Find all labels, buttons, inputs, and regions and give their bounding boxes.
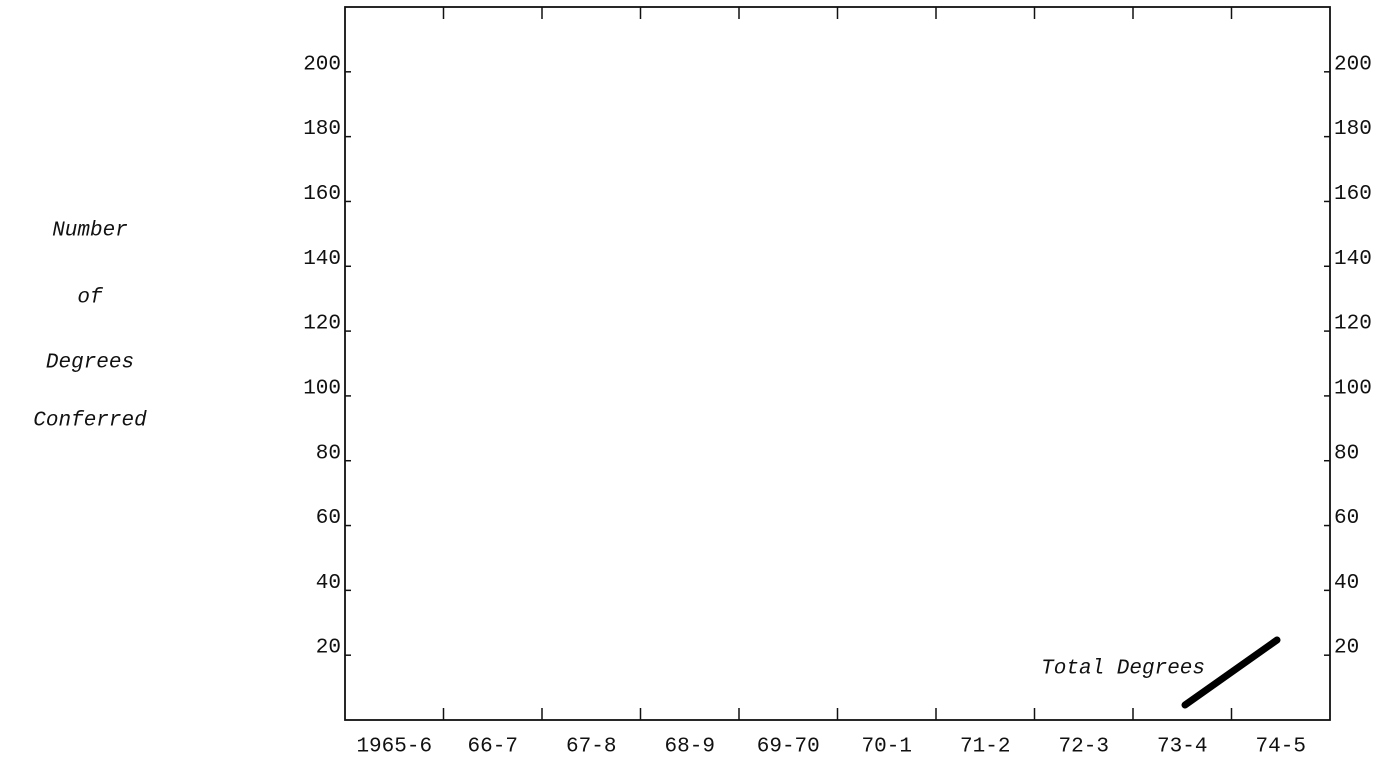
legend-label: Total Degrees bbox=[1041, 658, 1205, 681]
y-tick-label: 180 bbox=[303, 118, 341, 141]
x-tick-label: 70-1 bbox=[862, 736, 912, 759]
y-tick-label: 120 bbox=[303, 313, 341, 336]
plot-frame bbox=[344, 6, 1331, 721]
y-tick-label: 20 bbox=[316, 637, 341, 660]
y2-tick-label: 200 bbox=[1334, 53, 1372, 76]
y2-tick-label: 100 bbox=[1334, 377, 1372, 400]
y-axis-title: of bbox=[77, 287, 104, 310]
x-tick-label: 73-4 bbox=[1157, 736, 1207, 759]
x-tick-label: 72-3 bbox=[1059, 736, 1109, 759]
y2-tick-label: 120 bbox=[1334, 313, 1372, 336]
y2-tick-label: 160 bbox=[1334, 183, 1372, 206]
x-tick-label: 68-9 bbox=[665, 736, 715, 759]
y2-tick-label: 140 bbox=[1334, 248, 1372, 271]
y2-tick-label: 20 bbox=[1334, 637, 1359, 660]
x-tick-label: 74-5 bbox=[1256, 736, 1306, 759]
y2-tick-label: 40 bbox=[1334, 572, 1359, 595]
y2-tick-label: 60 bbox=[1334, 507, 1359, 530]
y-tick-label: 140 bbox=[303, 248, 341, 271]
x-tick-label: 69-70 bbox=[757, 736, 820, 759]
y-axis-title: Number bbox=[52, 220, 128, 243]
x-tick-label: 71-2 bbox=[960, 736, 1010, 759]
y-tick-label: 80 bbox=[316, 442, 341, 465]
x-tick-label: 1965-6 bbox=[356, 736, 432, 759]
y-tick-label: 200 bbox=[303, 53, 341, 76]
x-tick-label: 67-8 bbox=[566, 736, 616, 759]
y-axis-title: Conferred bbox=[33, 410, 147, 433]
y-tick-label: 60 bbox=[316, 507, 341, 530]
x-tick-label: 66-7 bbox=[468, 736, 518, 759]
y2-tick-label: 80 bbox=[1334, 442, 1359, 465]
y-tick-label: 160 bbox=[303, 183, 341, 206]
y-axis-title: Degrees bbox=[46, 352, 134, 375]
y-tick-label: 40 bbox=[316, 572, 341, 595]
y2-tick-label: 180 bbox=[1334, 118, 1372, 141]
legend-swatch bbox=[1181, 636, 1281, 709]
y-tick-label: 100 bbox=[303, 377, 341, 400]
